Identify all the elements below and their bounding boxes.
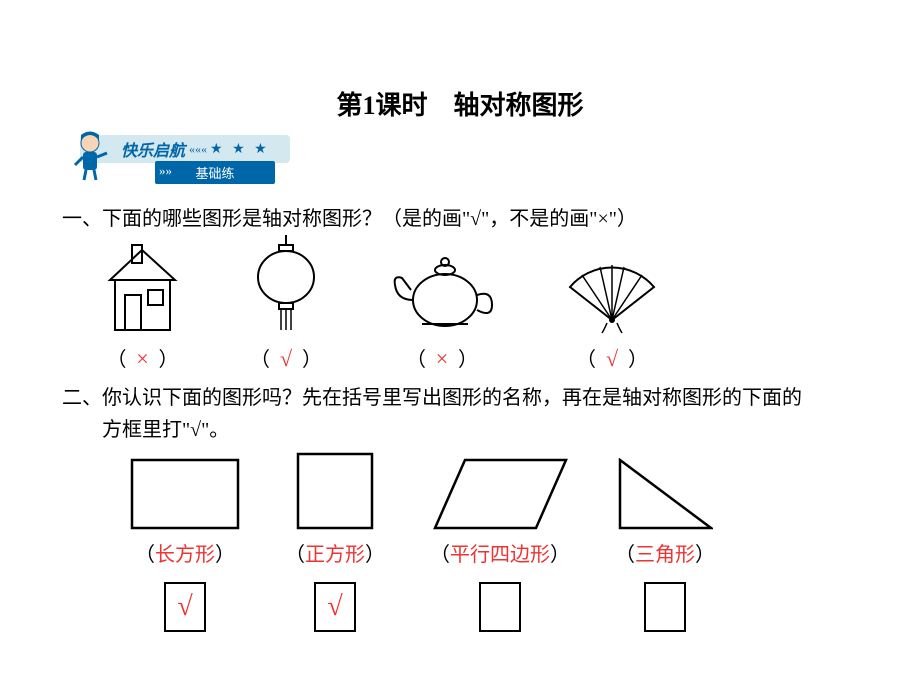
q1-answer-1: （×）: [107, 343, 179, 372]
triangle-shape: [618, 455, 713, 530]
q2-name-4: （三角形）: [615, 538, 715, 567]
q2-text-line2: 方框里打"√"。: [102, 419, 229, 441]
parallelogram-shape: [433, 455, 568, 530]
q1-item-teapot: （×）: [387, 235, 497, 372]
square-shape: [296, 455, 374, 530]
check-icon: √: [327, 591, 342, 623]
q2-text-line1: 你认识下面的图形吗？先在括号里写出图形的名称，再在是轴对称图形的下面的: [102, 387, 802, 409]
question-2: 二、你认识下面的图形吗？先在括号里写出图形的名称，再在是轴对称图形的下面的 方框…: [62, 382, 802, 446]
teapot-shape: [387, 235, 497, 335]
house-shape: [100, 235, 185, 335]
q2-name-3: （平行四边形）: [430, 538, 570, 567]
section-badge: 快乐启航 ««« ★ ★ ★ 基础练: [80, 135, 290, 190]
q1-item-fan: （√）: [562, 235, 662, 372]
q1-answer-2: （√）: [250, 343, 322, 372]
q2-checkbox-2: √: [314, 582, 356, 632]
q2-name-2: （正方形）: [285, 538, 385, 567]
q2-name-1: （长方形）: [135, 538, 235, 567]
rectangle-shape: [130, 455, 240, 530]
question-1: 一、下面的哪些图形是轴对称图形？（是的画"√"，不是的画"×"）: [62, 202, 637, 231]
q1-item-house: （×）: [100, 235, 185, 372]
q2-checkbox-4: [644, 582, 686, 632]
check-icon: √: [177, 591, 192, 623]
lantern-shape: [251, 235, 321, 335]
q1-answer-3: （×）: [406, 343, 478, 372]
q2-checkbox-1: √: [164, 582, 206, 632]
mascot-icon: [65, 125, 115, 185]
q2-checkbox-3: [479, 582, 521, 632]
q2-item-rectangle: （长方形） √: [130, 455, 240, 632]
q1-answer-4: （√）: [576, 343, 648, 372]
badge-top-row: 快乐启航 ««« ★ ★ ★: [80, 135, 290, 163]
fan-shape: [562, 235, 662, 335]
badge-bottom-label: 基础练: [155, 161, 275, 184]
q2-label: 二、: [62, 387, 102, 409]
badge-chevrons: «««: [189, 142, 207, 157]
page-title: 第1课时 轴对称图形: [0, 0, 920, 122]
q1-label: 一、: [62, 208, 102, 230]
badge-main-text: 快乐启航: [121, 137, 185, 161]
q2-items-row: （长方形） √ （正方形） √ （平行四边形）: [130, 455, 715, 632]
q1-text: 下面的哪些图形是轴对称图形？（是的画"√"，不是的画"×"）: [102, 208, 637, 230]
q1-items-row: （×） （√）: [100, 235, 662, 372]
q2-item-triangle: （三角形）: [615, 455, 715, 632]
q2-item-square: （正方形） √: [285, 455, 385, 632]
q2-item-parallelogram: （平行四边形）: [430, 455, 570, 632]
q1-item-lantern: （√）: [250, 235, 322, 372]
badge-stars: ★ ★ ★: [210, 141, 270, 158]
